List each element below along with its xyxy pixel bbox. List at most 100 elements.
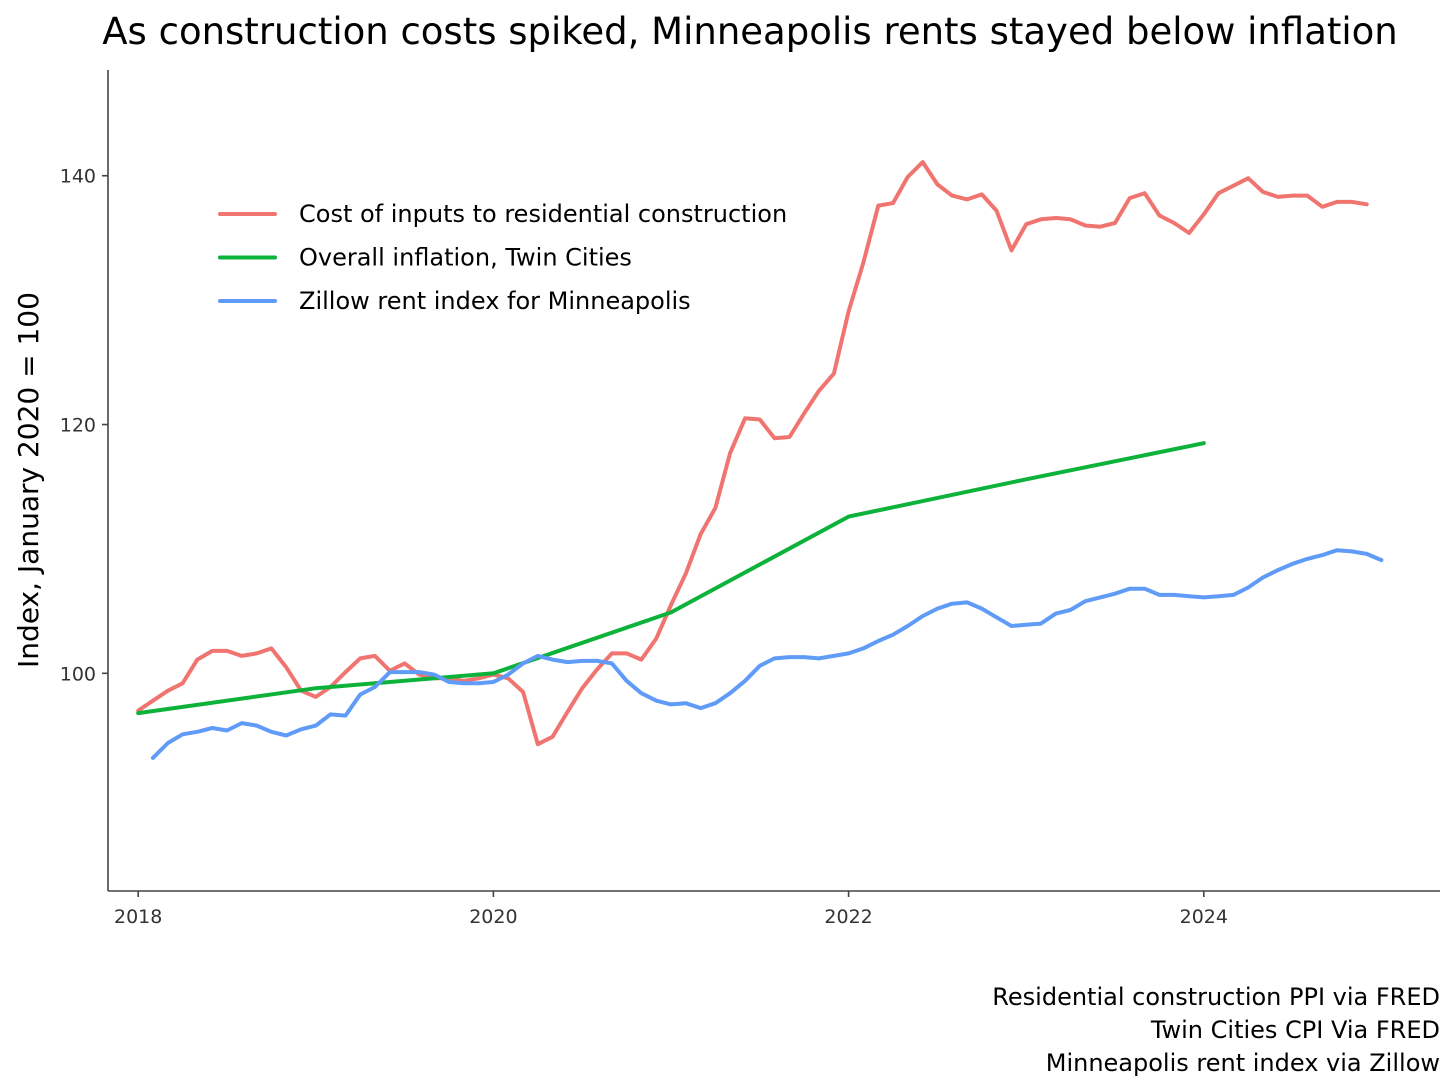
data-point-cost-of-inputs-to-residential-construction-41: [743, 416, 747, 420]
data-point-overall-inflation-twin-cities-5: [1024, 477, 1028, 481]
data-point-zillow-rent-index-for-minneapolis-6: [240, 721, 244, 725]
data-point-cost-of-inputs-to-residential-construction-64: [1083, 223, 1087, 228]
x-tick-label-2024: 2024: [1180, 906, 1228, 928]
data-point-zillow-rent-index-for-minneapolis-39: [728, 691, 732, 695]
data-point-cost-of-inputs-to-residential-construction-55: [950, 194, 954, 198]
y-axis-ticks: 100 120 140: [60, 166, 108, 685]
legend-label-overall-inflation-twin-cities: Overall inflation, Twin Cities: [299, 244, 632, 272]
data-point-cost-of-inputs-to-residential-construction-52: [906, 175, 910, 179]
data-point-cost-of-inputs-to-residential-construction-7: [240, 654, 244, 658]
data-point-zillow-rent-index-for-minneapolis-66: [1128, 587, 1132, 591]
data-point-zillow-rent-index-for-minneapolis-9: [284, 733, 288, 738]
x-axis-ticks: 2018 2020 2022 2024: [114, 891, 1228, 928]
data-point-cost-of-inputs-to-residential-construction-33: [625, 651, 629, 656]
data-point-zillow-rent-index-for-minneapolis-24: [506, 673, 510, 677]
y-tick-label-120: 120: [60, 415, 96, 437]
data-point-zillow-rent-index-for-minneapolis-7: [255, 724, 259, 728]
data-point-cost-of-inputs-to-residential-construction-69: [1157, 213, 1161, 218]
data-point-zillow-rent-index-for-minneapolis-34: [654, 699, 658, 703]
data-point-cost-of-inputs-to-residential-construction-60: [1024, 222, 1028, 226]
data-point-zillow-rent-index-for-minneapolis-69: [1172, 593, 1176, 597]
data-point-cost-of-inputs-to-residential-construction-8: [255, 651, 259, 656]
data-point-cost-of-inputs-to-residential-construction-67: [1128, 196, 1132, 200]
data-point-zillow-rent-index-for-minneapolis-64: [1098, 595, 1102, 600]
data-point-zillow-rent-index-for-minneapolis-63: [1083, 599, 1087, 603]
data-point-zillow-rent-index-for-minneapolis-52: [921, 614, 925, 618]
data-point-zillow-rent-index-for-minneapolis-57: [994, 615, 999, 619]
data-point-zillow-rent-index-for-minneapolis-58: [1009, 624, 1014, 628]
series-line-overall-inflation-twin-cities: [136, 441, 1206, 716]
data-point-zillow-rent-index-for-minneapolis-1: [166, 741, 170, 745]
source-caption: Residential construction PPI via FRED Tw…: [992, 983, 1440, 1077]
data-point-zillow-rent-index-for-minneapolis-79: [1320, 553, 1324, 557]
data-point-zillow-rent-index-for-minneapolis-74: [1246, 585, 1250, 590]
data-point-cost-of-inputs-to-residential-construction-12: [314, 695, 318, 699]
data-point-zillow-rent-index-for-minneapolis-16: [388, 670, 392, 674]
data-point-overall-inflation-twin-cities-2: [491, 671, 495, 675]
data-point-zillow-rent-index-for-minneapolis-22: [477, 681, 481, 685]
data-point-cost-of-inputs-to-residential-construction-23: [477, 676, 481, 680]
data-point-cost-of-inputs-to-residential-construction-50: [876, 204, 880, 208]
data-point-cost-of-inputs-to-residential-construction-5: [210, 649, 214, 653]
data-point-zillow-rent-index-for-minneapolis-15: [373, 685, 377, 689]
data-point-zillow-rent-index-for-minneapolis-27: [550, 658, 555, 662]
data-point-zillow-rent-index-for-minneapolis-81: [1350, 549, 1354, 554]
data-point-zillow-rent-index-for-minneapolis-8: [269, 730, 273, 734]
data-point-zillow-rent-index-for-minneapolis-36: [684, 701, 688, 705]
data-point-zillow-rent-index-for-minneapolis-19: [432, 673, 436, 677]
caption-line-ppi: Residential construction PPI via FRED: [992, 983, 1440, 1011]
data-point-cost-of-inputs-to-residential-construction-2: [166, 689, 170, 693]
data-point-cost-of-inputs-to-residential-construction-57: [980, 192, 984, 196]
data-point-zillow-rent-index-for-minneapolis-45: [817, 656, 821, 661]
data-point-cost-of-inputs-to-residential-construction-14: [343, 670, 348, 674]
data-point-cost-of-inputs-to-residential-construction-42: [758, 417, 762, 422]
x-tick-label-2018: 2018: [114, 906, 162, 928]
data-point-cost-of-inputs-to-residential-construction-53: [921, 160, 925, 164]
data-point-cost-of-inputs-to-residential-construction-37: [684, 572, 688, 576]
data-point-zillow-rent-index-for-minneapolis-25: [521, 661, 525, 666]
series-overall-inflation-twin-cities: [136, 441, 1206, 716]
data-point-cost-of-inputs-to-residential-construction-4: [195, 658, 199, 662]
data-point-cost-of-inputs-to-residential-construction-44: [787, 435, 792, 439]
legend-label-cost-of-inputs-to-residential-construction: Cost of inputs to residential constructi…: [299, 200, 787, 228]
data-point-zillow-rent-index-for-minneapolis-62: [1069, 608, 1073, 612]
data-point-cost-of-inputs-to-residential-construction-32: [610, 651, 614, 656]
data-point-zillow-rent-index-for-minneapolis-2: [181, 732, 185, 736]
y-tick-label-140: 140: [60, 166, 96, 188]
data-point-zillow-rent-index-for-minneapolis-83: [1379, 558, 1383, 562]
data-point-overall-inflation-twin-cities-4: [847, 515, 851, 519]
data-point-cost-of-inputs-to-residential-construction-46: [817, 389, 821, 393]
data-point-cost-of-inputs-to-residential-construction-15: [358, 656, 362, 661]
data-point-zillow-rent-index-for-minneapolis-80: [1335, 548, 1339, 552]
data-point-zillow-rent-index-for-minneapolis-33: [639, 691, 643, 695]
data-point-zillow-rent-index-for-minneapolis-28: [565, 660, 570, 664]
data-point-cost-of-inputs-to-residential-construction-18: [403, 661, 407, 666]
data-point-zillow-rent-index-for-minneapolis-51: [906, 624, 910, 628]
data-point-cost-of-inputs-to-residential-construction-59: [1009, 248, 1014, 252]
series-zillow-rent-index-for-minneapolis: [150, 548, 1384, 760]
data-point-zillow-rent-index-for-minneapolis-48: [861, 646, 865, 651]
data-point-zillow-rent-index-for-minneapolis-44: [802, 655, 806, 659]
data-point-zillow-rent-index-for-minneapolis-50: [891, 633, 895, 637]
data-point-zillow-rent-index-for-minneapolis-56: [980, 607, 984, 611]
data-point-zillow-rent-index-for-minneapolis-53: [935, 607, 940, 611]
data-point-zillow-rent-index-for-minneapolis-18: [417, 670, 421, 674]
data-point-cost-of-inputs-to-residential-construction-1: [151, 699, 155, 703]
data-point-cost-of-inputs-to-residential-construction-72: [1202, 212, 1206, 216]
data-point-zillow-rent-index-for-minneapolis-26: [536, 654, 540, 658]
data-point-cost-of-inputs-to-residential-construction-48: [847, 309, 851, 313]
data-point-zillow-rent-index-for-minneapolis-32: [625, 679, 629, 683]
data-point-cost-of-inputs-to-residential-construction-25: [506, 676, 510, 680]
data-point-cost-of-inputs-to-residential-construction-78: [1291, 194, 1295, 198]
data-point-cost-of-inputs-to-residential-construction-79: [1305, 194, 1309, 198]
data-point-overall-inflation-twin-cities-3: [669, 610, 673, 615]
data-point-zillow-rent-index-for-minneapolis-76: [1276, 568, 1280, 572]
data-point-zillow-rent-index-for-minneapolis-5: [225, 728, 229, 733]
data-point-zillow-rent-index-for-minneapolis-73: [1231, 593, 1236, 597]
data-point-cost-of-inputs-to-residential-construction-56: [965, 197, 969, 201]
series-line-cost-of-inputs-to-residential-construction: [136, 160, 1369, 747]
data-point-zillow-rent-index-for-minneapolis-14: [358, 692, 362, 697]
data-point-cost-of-inputs-to-residential-construction-30: [580, 686, 584, 690]
data-point-zillow-rent-index-for-minneapolis-68: [1157, 593, 1161, 597]
